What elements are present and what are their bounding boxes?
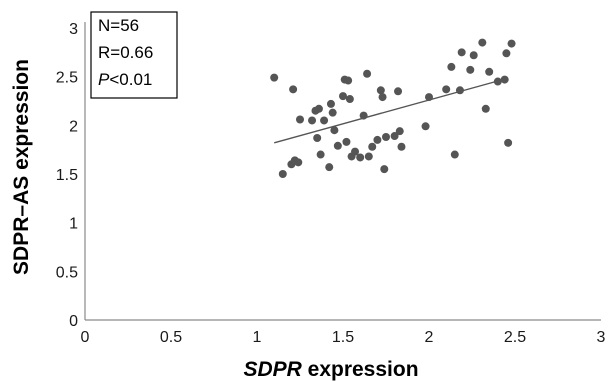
- data-point: [421, 122, 430, 131]
- stat-p-symbol: P: [98, 70, 110, 89]
- y-axis-title: SDPR–AS expression: [10, 59, 33, 275]
- data-point: [493, 77, 502, 86]
- data-point: [364, 152, 373, 161]
- data-point: [466, 65, 475, 74]
- stat-p-value: <0.01: [109, 70, 152, 89]
- data-point: [345, 95, 354, 104]
- x-tick-label: 1.5: [332, 329, 354, 346]
- data-point: [359, 111, 368, 120]
- data-point: [294, 158, 303, 167]
- data-point: [278, 170, 287, 178]
- data-point: [368, 142, 377, 151]
- data-point: [333, 141, 342, 150]
- x-tick-label: 1: [253, 329, 262, 346]
- data-point: [457, 48, 466, 57]
- data-points: [270, 38, 516, 178]
- data-point: [308, 116, 317, 125]
- data-point: [397, 142, 406, 151]
- trend-line: [274, 77, 507, 144]
- x-tick-label: 2.5: [504, 329, 526, 346]
- data-point: [485, 67, 494, 76]
- x-tick-label: 3: [597, 329, 606, 346]
- data-point: [504, 138, 513, 147]
- stats-box: N=56 R=0.66 P<0.01: [90, 11, 178, 99]
- stat-n: N=56: [98, 16, 139, 35]
- data-point: [450, 150, 459, 159]
- stats-box-frame: [90, 11, 178, 99]
- y-tick-label: 1.5: [56, 167, 78, 184]
- data-point: [342, 137, 351, 146]
- x-tick-label: 0.5: [160, 329, 182, 346]
- stat-r: R=0.66: [98, 43, 153, 62]
- x-axis-title-rest: expression: [302, 358, 419, 381]
- data-point: [378, 93, 387, 102]
- data-point: [447, 62, 456, 71]
- data-point: [390, 132, 399, 141]
- data-point: [363, 69, 372, 78]
- data-point: [351, 147, 360, 156]
- data-point: [289, 85, 298, 94]
- data-point: [481, 104, 490, 113]
- data-point: [478, 38, 487, 47]
- data-point: [314, 104, 323, 113]
- y-tick-label: 0.5: [56, 264, 78, 281]
- data-point: [395, 127, 404, 136]
- y-tick-label: 2.5: [56, 70, 78, 87]
- x-tick-labels: 0 0.5 1 1.5 2 2.5 3: [81, 329, 606, 346]
- data-point: [382, 133, 390, 142]
- data-point: [502, 49, 511, 58]
- data-point: [313, 133, 322, 142]
- data-point: [325, 163, 334, 172]
- x-axis-title-gene: SDPR: [243, 358, 302, 381]
- y-tick-label: 1: [69, 216, 78, 233]
- y-tick-labels: 0 0.5 1 1.5 2 2.5 3: [56, 21, 78, 330]
- data-point: [373, 135, 382, 144]
- data-point: [296, 115, 304, 124]
- data-point: [469, 51, 478, 60]
- x-tick-label: 0: [81, 329, 90, 346]
- data-point: [330, 126, 339, 135]
- y-tick-label: 2: [69, 118, 78, 135]
- data-point: [316, 150, 325, 159]
- x-tick-label: 2: [425, 329, 434, 346]
- data-point: [507, 39, 516, 48]
- data-point: [455, 86, 464, 95]
- y-tick-label: 3: [69, 21, 78, 38]
- data-point: [328, 108, 337, 117]
- data-point: [376, 86, 385, 95]
- data-point: [394, 87, 403, 96]
- data-point: [425, 93, 433, 102]
- axes: [84, 22, 601, 321]
- data-point: [380, 165, 389, 174]
- stat-p: P<0.01: [98, 70, 152, 89]
- data-point: [500, 75, 509, 84]
- data-point: [356, 153, 365, 162]
- data-point: [442, 85, 451, 94]
- y-tick-label: 0: [69, 313, 78, 330]
- data-point: [344, 76, 353, 85]
- data-point: [339, 92, 347, 101]
- data-point: [320, 116, 329, 125]
- x-axis-title: SDPR expression: [243, 358, 418, 381]
- data-point: [326, 99, 335, 108]
- data-point: [270, 73, 279, 82]
